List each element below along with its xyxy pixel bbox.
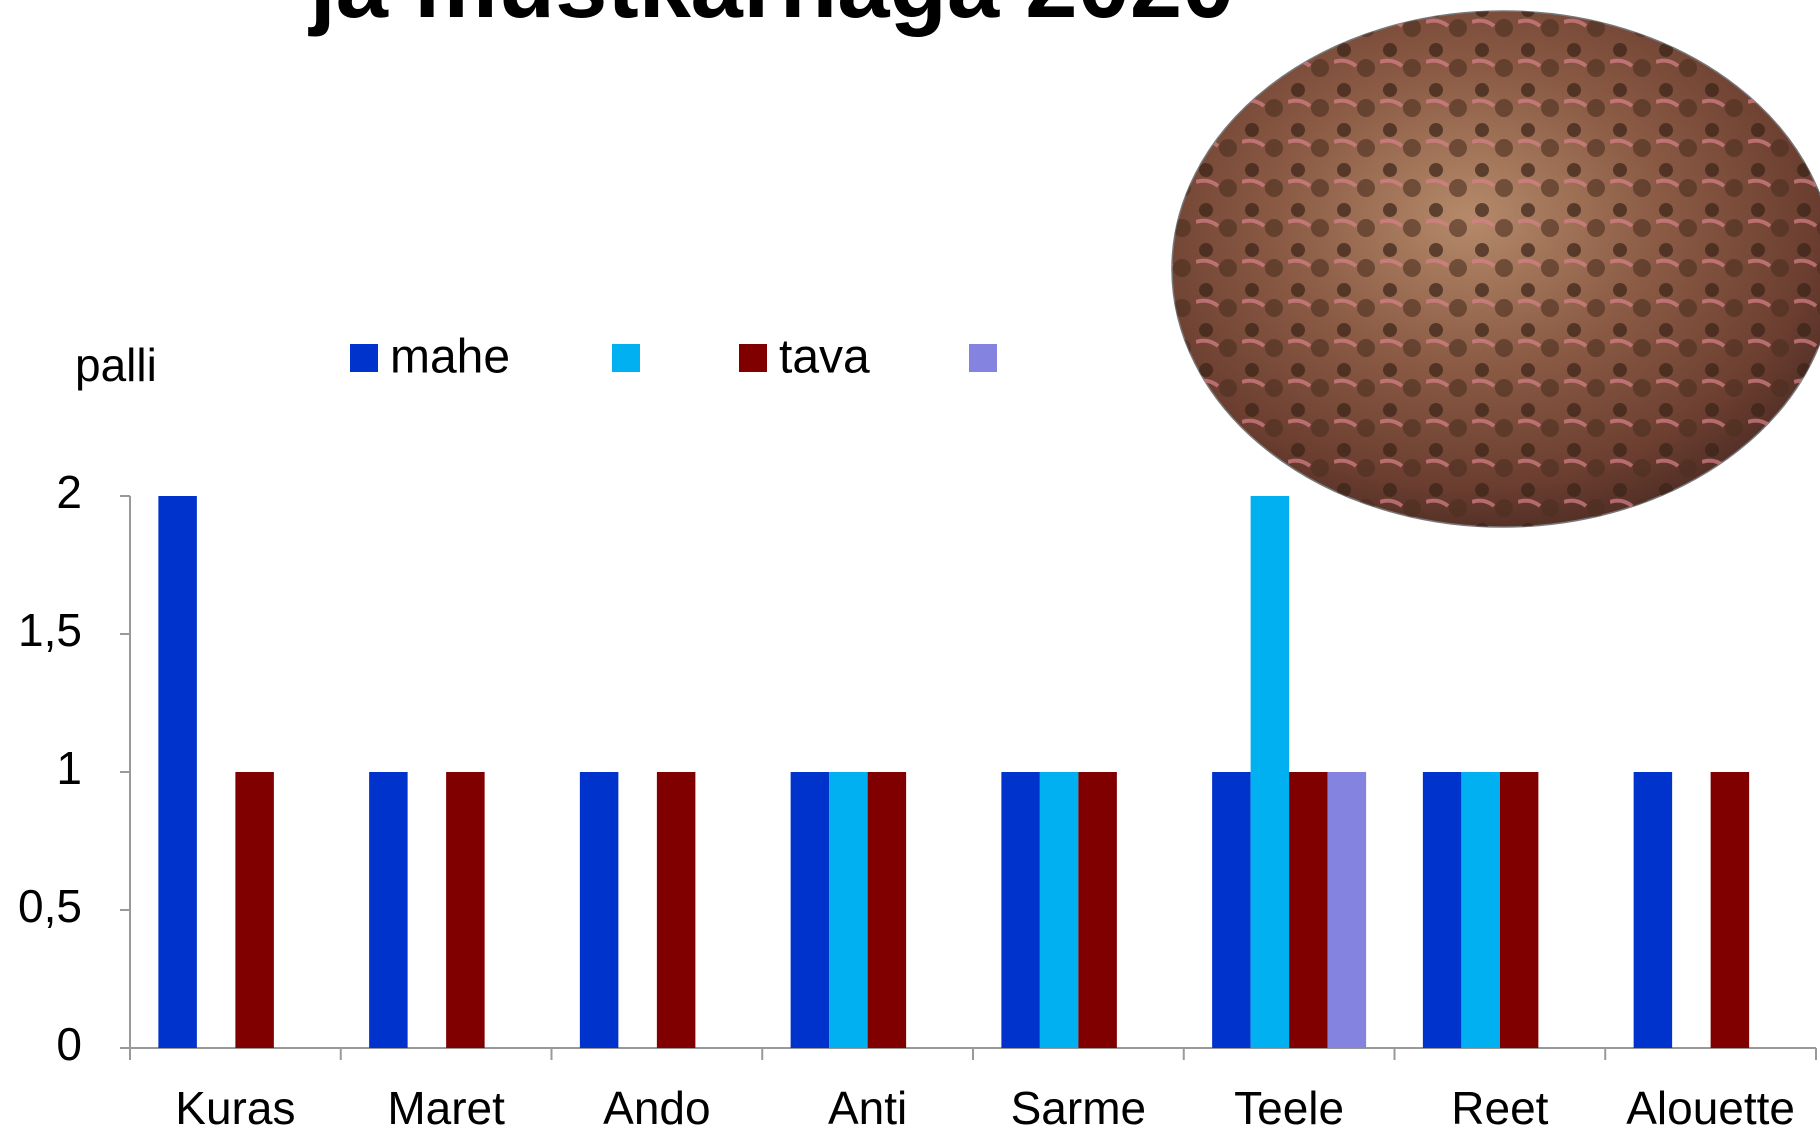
bar: [867, 772, 907, 1048]
legend-label: mahe: [390, 331, 510, 384]
y-tick-label: 0: [56, 1018, 82, 1070]
legend-swatch: [350, 344, 378, 372]
y-tick-label: 1: [56, 742, 82, 794]
chart-title: ja mustkärnaga 2020: [308, 0, 1235, 37]
photo: [1171, 10, 1820, 528]
legend-swatch: [739, 344, 767, 372]
x-tick-label: Reet: [1451, 1082, 1548, 1134]
y-tick-label: 0,5: [18, 880, 82, 932]
x-tick-label: Maret: [387, 1082, 505, 1134]
bar: [235, 772, 274, 1048]
bar: [1212, 772, 1251, 1048]
bar: [1001, 772, 1040, 1048]
bar: [790, 772, 830, 1048]
bar: [1461, 772, 1500, 1048]
y-axis-label: palli: [75, 339, 157, 391]
y-tick-label: 1,5: [18, 604, 82, 656]
bar: [1250, 496, 1290, 1048]
bar: [1422, 772, 1462, 1048]
x-tick-label: Anti: [828, 1082, 907, 1134]
bar: [1078, 772, 1117, 1048]
bar: [1710, 772, 1750, 1048]
x-tick-label: Sarme: [1011, 1082, 1146, 1134]
bar: [1327, 772, 1367, 1048]
legend-label: tava: [779, 331, 870, 384]
bar: [369, 772, 408, 1048]
x-tick-label: Kuras: [175, 1082, 295, 1134]
x-tick-label: Teele: [1234, 1082, 1344, 1134]
legend-swatch: [969, 344, 997, 372]
bar: [158, 496, 197, 1048]
x-tick-label: Ando: [603, 1082, 710, 1134]
bar: [1289, 772, 1328, 1048]
bar: [1499, 772, 1539, 1048]
bar: [1039, 772, 1079, 1048]
bar: [829, 772, 868, 1048]
x-tick-label: Alouette: [1626, 1082, 1795, 1134]
bar: [446, 772, 485, 1048]
y-tick-label: 2: [56, 466, 82, 518]
legend-swatch: [612, 344, 640, 372]
bar: [1633, 772, 1673, 1048]
bar: [579, 772, 619, 1048]
bar: [656, 772, 696, 1048]
